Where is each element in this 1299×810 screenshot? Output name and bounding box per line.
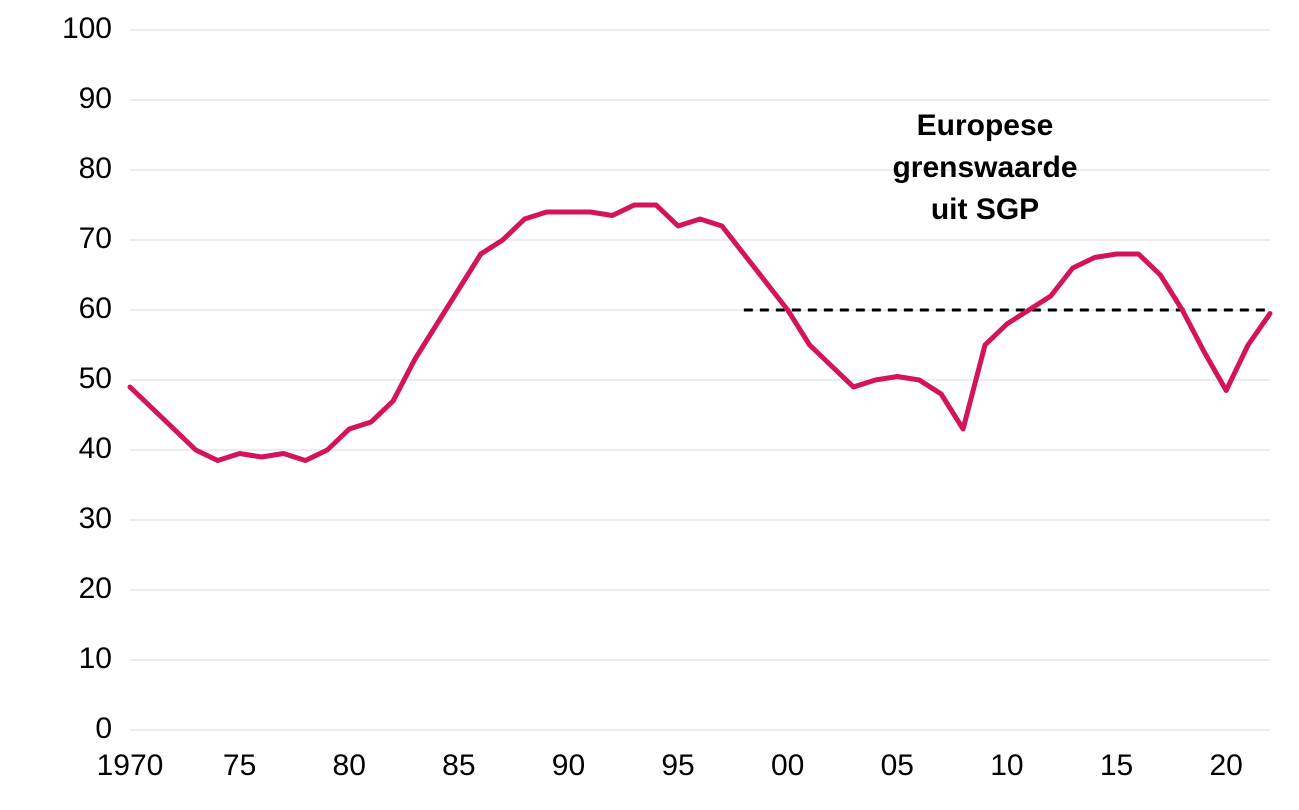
y-tick-label: 30 — [79, 502, 112, 535]
y-tick-label: 60 — [79, 292, 112, 325]
y-tick-label: 0 — [95, 712, 112, 745]
x-tick-label: 90 — [552, 749, 585, 782]
chart-background — [0, 0, 1299, 810]
y-tick-label: 40 — [79, 432, 112, 465]
x-tick-label: 80 — [333, 749, 366, 782]
x-tick-label: 20 — [1209, 749, 1242, 782]
x-tick-label: 1970 — [97, 749, 164, 782]
x-tick-label: 95 — [661, 749, 694, 782]
y-tick-label: 90 — [79, 82, 112, 115]
y-tick-label: 70 — [79, 222, 112, 255]
x-tick-label: 05 — [881, 749, 914, 782]
line-chart: 0 10 20 30 40 50 60 70 80 90 100 1970 75 80 85 90 95 00 05… — [0, 0, 1299, 810]
y-tick-label: 100 — [62, 12, 112, 45]
y-tick-label: 20 — [79, 572, 112, 605]
annotation-line: uit SGP — [931, 193, 1039, 226]
y-tick-label: 10 — [79, 642, 112, 675]
x-tick-label: 15 — [1100, 749, 1133, 782]
y-tick-label: 50 — [79, 362, 112, 395]
x-tick-label: 75 — [223, 749, 256, 782]
x-tick-label: 00 — [771, 749, 804, 782]
x-tick-label: 10 — [990, 749, 1023, 782]
x-tick-label: 85 — [442, 749, 475, 782]
annotation-line: Europese — [917, 109, 1054, 142]
annotation-line: grenswaarde — [892, 151, 1077, 184]
y-tick-label: 80 — [79, 152, 112, 185]
